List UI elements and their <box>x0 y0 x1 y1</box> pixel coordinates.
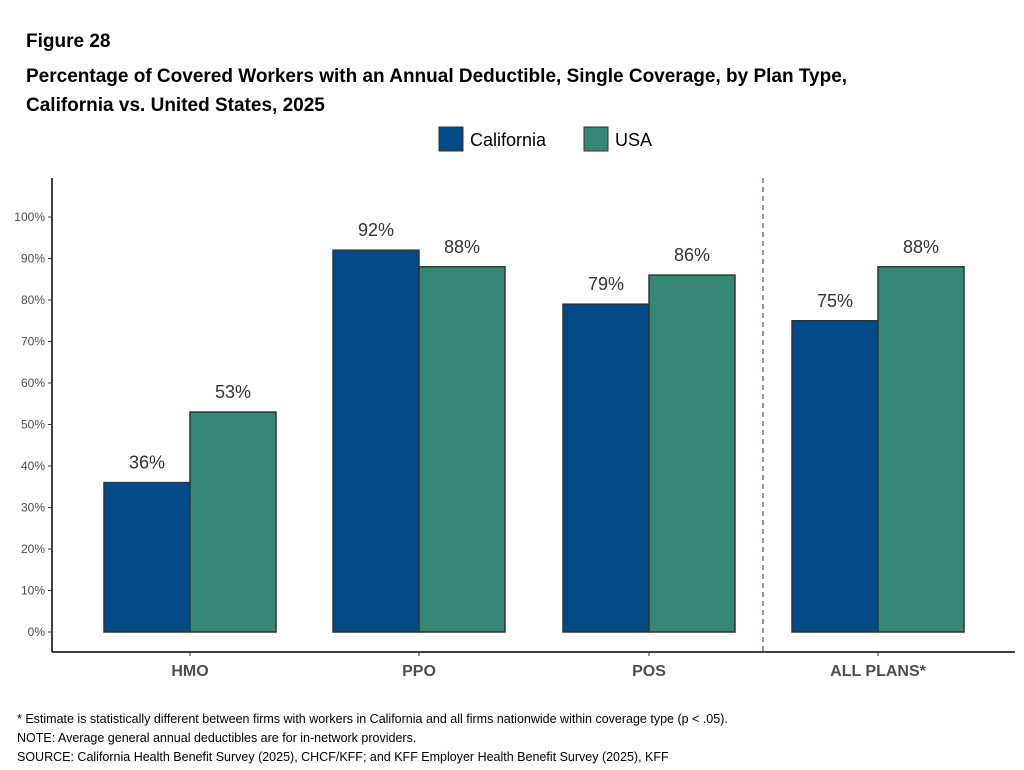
y-tick-label: 100% <box>14 210 45 224</box>
y-tick-label: 60% <box>21 376 45 390</box>
data-label: 88% <box>444 237 480 257</box>
x-tick-label: ALL PLANS* <box>830 663 926 680</box>
y-tick-label: 0% <box>28 625 46 639</box>
legend-label-california: California <box>470 130 547 150</box>
bar-usa <box>877 266 965 633</box>
footnote-source: SOURCE: California Health Benefit Survey… <box>17 750 669 764</box>
footnote-note: NOTE: Average general annual deductibles… <box>17 731 417 745</box>
y-tick-label: 10% <box>21 584 45 598</box>
legend-swatch-usa <box>583 126 609 152</box>
data-label: 36% <box>129 453 165 473</box>
y-tick-label: 20% <box>21 542 45 556</box>
y-tick-label: 80% <box>21 293 45 307</box>
data-label: 75% <box>817 291 853 311</box>
title-line-2: California vs. United States, 2025 <box>26 95 325 116</box>
bar-california <box>332 249 420 633</box>
footnotes: * Estimate is statistically different be… <box>17 710 728 767</box>
x-tick-label: PPO <box>402 663 436 680</box>
data-label: 92% <box>358 220 394 240</box>
x-tick-label: HMO <box>171 663 208 680</box>
y-tick-label: 70% <box>21 335 45 349</box>
legend-swatch-california <box>438 126 464 152</box>
bar-usa <box>418 266 506 633</box>
bar-california <box>103 481 191 633</box>
y-tick-label: 40% <box>21 459 45 473</box>
y-tick-label: 30% <box>21 501 45 515</box>
y-tick-label: 50% <box>21 418 45 432</box>
data-label: 53% <box>215 382 251 402</box>
figure-label: Figure 28 <box>26 31 111 52</box>
chart-title: Percentage of Covered Workers with an An… <box>26 62 1006 120</box>
legend-label-usa: USA <box>615 130 652 150</box>
bar-california <box>562 303 650 633</box>
data-label: 86% <box>674 245 710 265</box>
y-tick-label: 90% <box>21 252 45 266</box>
x-tick-label: POS <box>632 663 666 680</box>
bar-california <box>791 320 879 633</box>
data-label: 88% <box>903 237 939 257</box>
footnote-significance: * Estimate is statistically different be… <box>17 712 728 726</box>
title-line-1: Percentage of Covered Workers with an An… <box>26 66 848 87</box>
bar-usa <box>648 274 736 633</box>
bar-usa <box>189 411 277 633</box>
data-label: 79% <box>588 274 624 294</box>
